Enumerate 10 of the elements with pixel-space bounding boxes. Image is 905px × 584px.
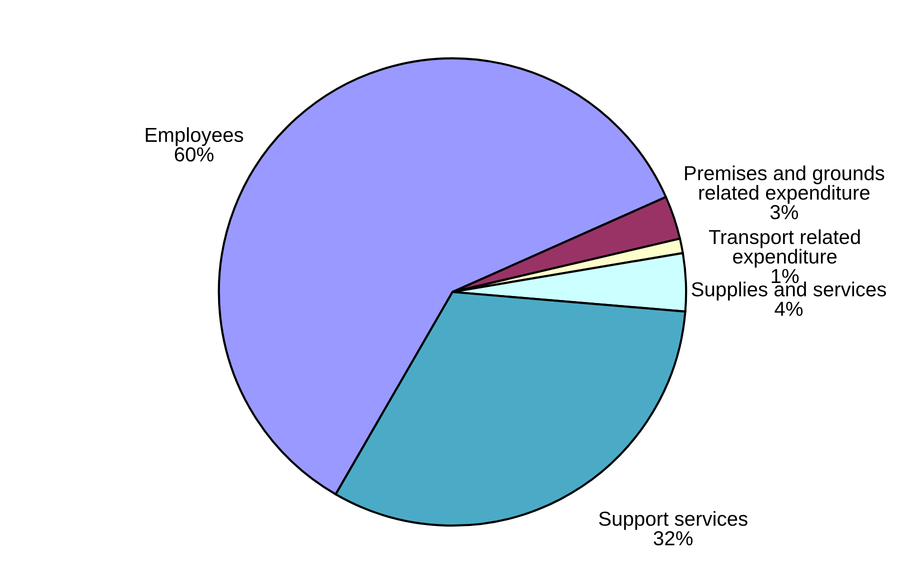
slice-label: Premises and grounds related expenditure [685, 165, 884, 204]
data-label: 60% [174, 147, 214, 162]
slice-label: Transport related expenditure [709, 229, 860, 268]
slice-label: Support services [599, 511, 748, 530]
data-label: 32% [654, 531, 693, 546]
data-label: 3% [770, 205, 798, 220]
data-label: 4% [774, 302, 803, 316]
slice-label: Supplies and services [692, 282, 886, 300]
data-label: 1% [772, 268, 799, 284]
slice-label: Employees [146, 127, 244, 146]
